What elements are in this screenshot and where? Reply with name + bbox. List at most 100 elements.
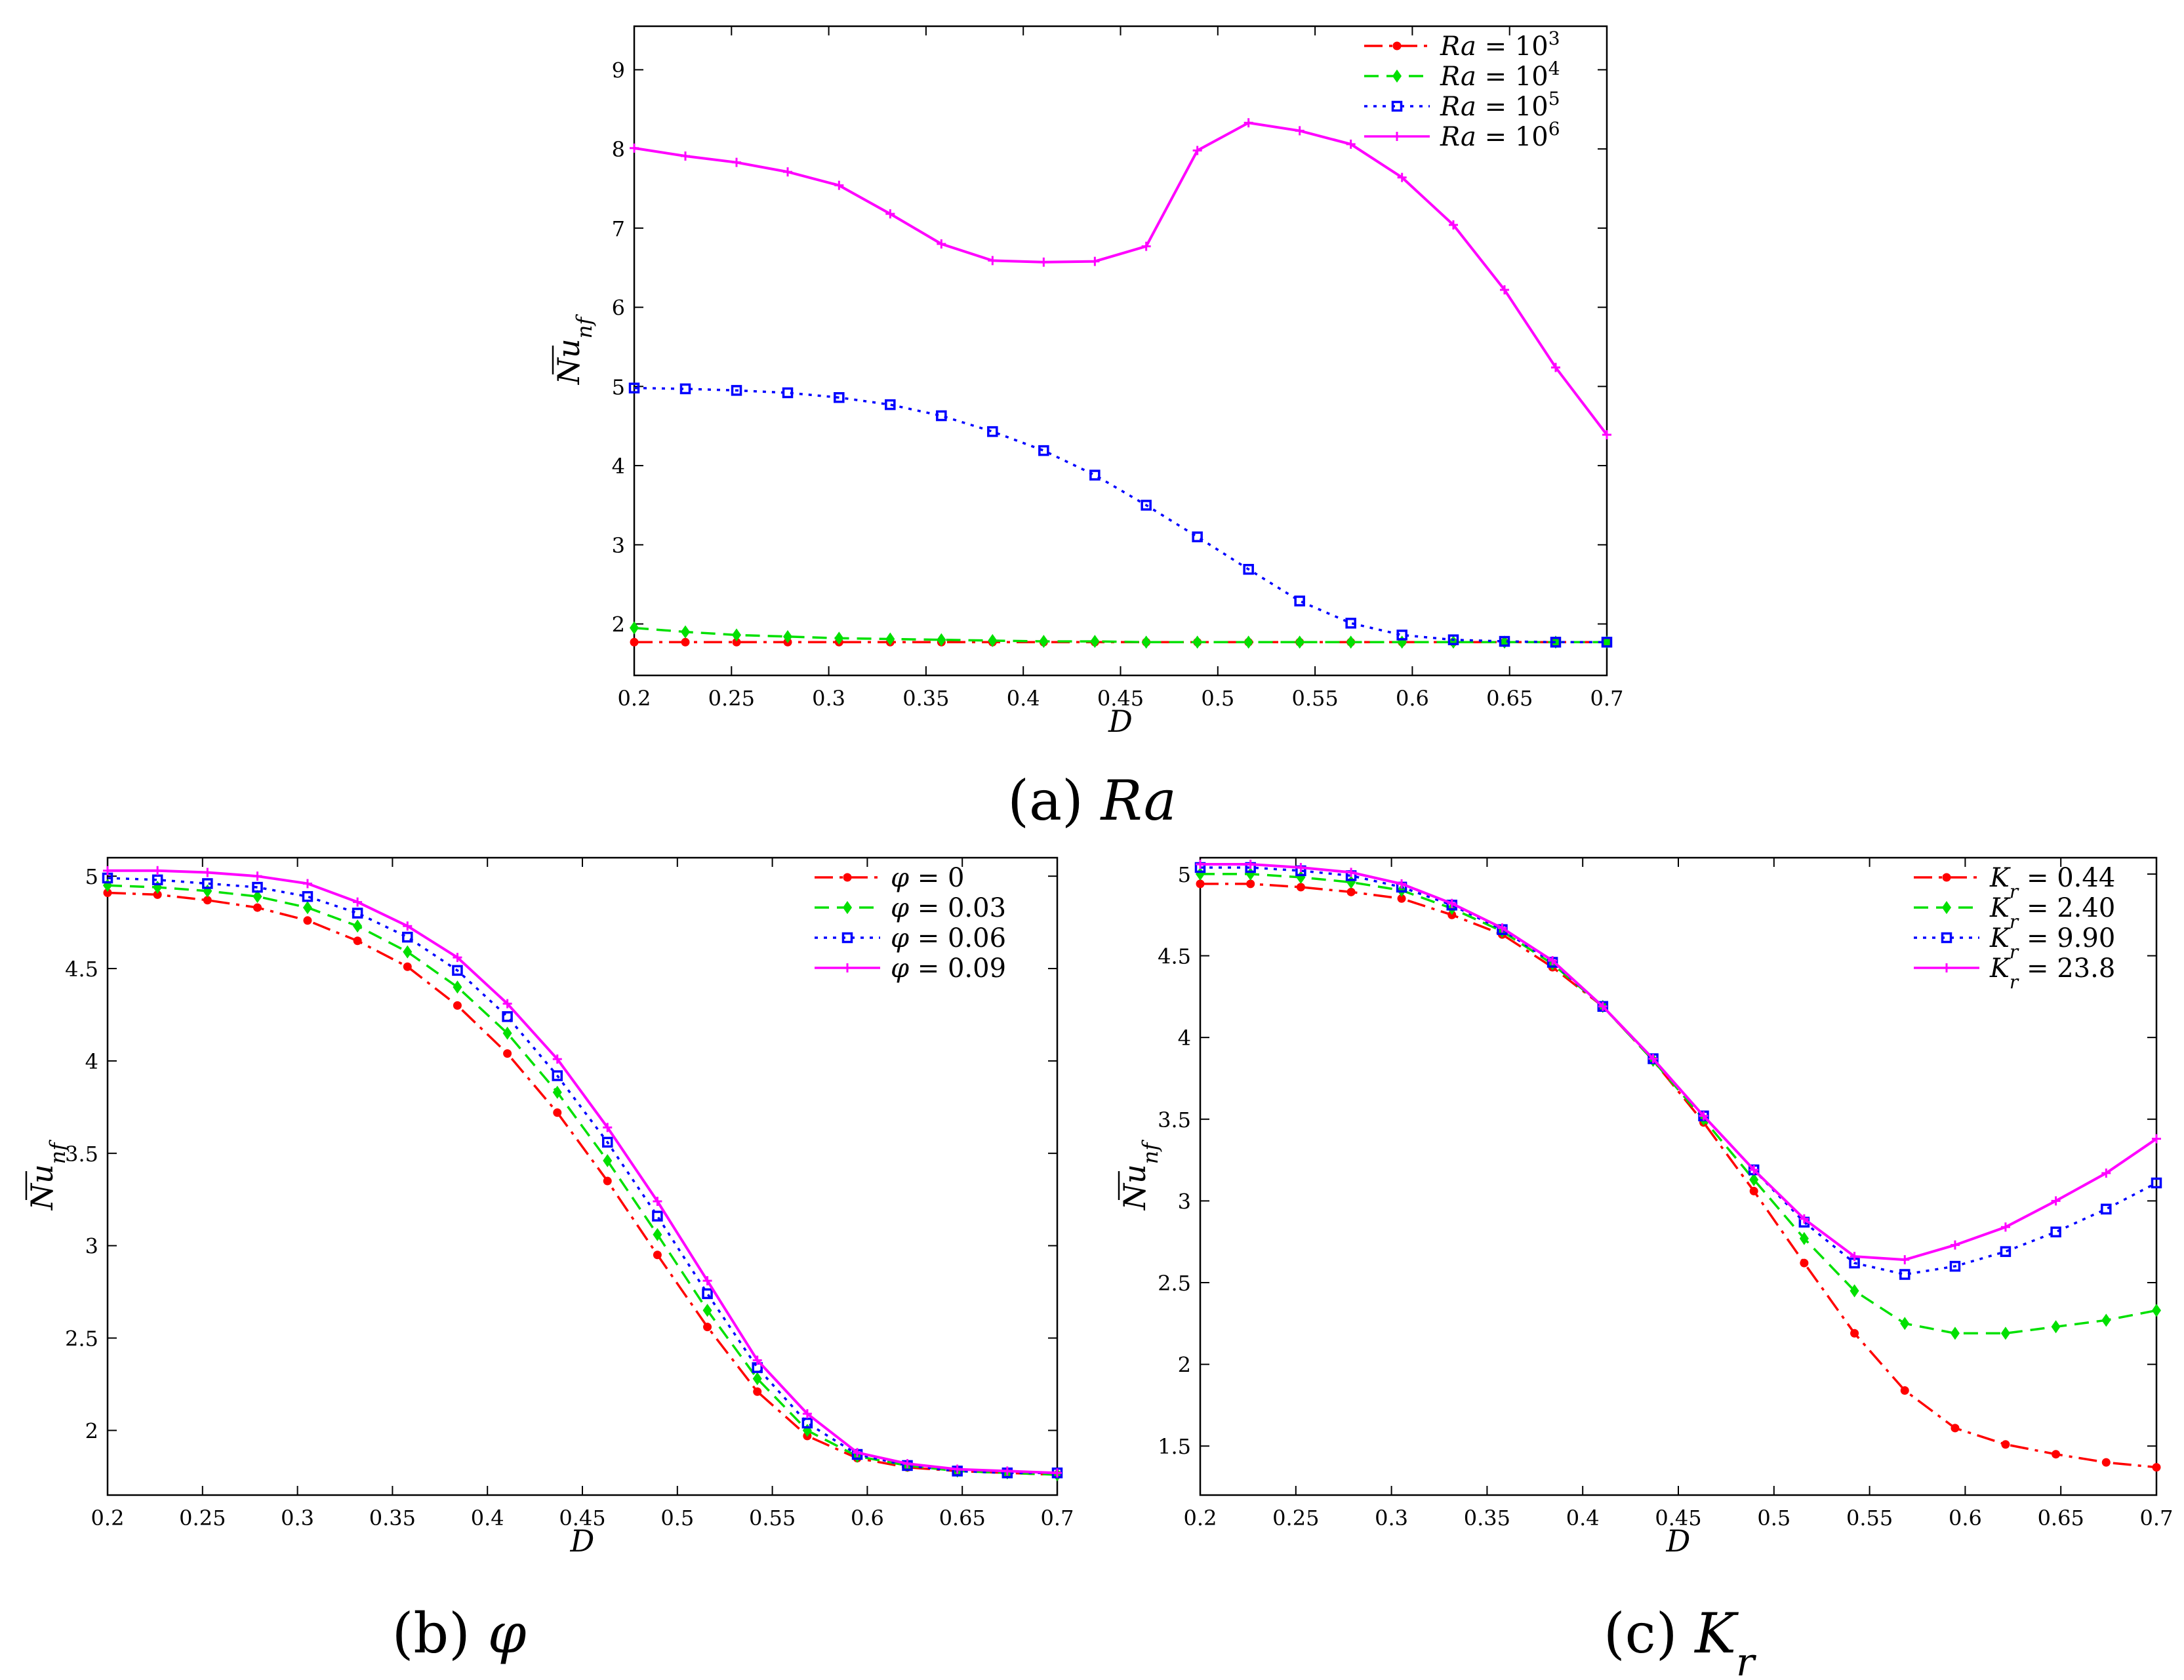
marker-square bbox=[452, 965, 463, 976]
marker-dot bbox=[2152, 1463, 2161, 1472]
marker-diamond bbox=[1850, 1284, 1859, 1298]
x-tick-label: 0.7 bbox=[1590, 686, 1624, 711]
marker-plus bbox=[1392, 132, 1402, 141]
marker-diamond bbox=[783, 630, 793, 643]
marker-dot bbox=[653, 1250, 662, 1260]
y-tick-label: 2.5 bbox=[65, 1327, 98, 1351]
y-tick-label: 4 bbox=[612, 454, 625, 479]
x-tick-label: 0.55 bbox=[1291, 686, 1338, 711]
marker-plus bbox=[353, 897, 363, 907]
marker-square bbox=[2101, 1203, 2112, 1215]
marker-diamond bbox=[2000, 1327, 2010, 1340]
marker-diamond bbox=[702, 1304, 712, 1317]
marker-plus bbox=[1196, 859, 1205, 869]
marker-square bbox=[1447, 634, 1459, 645]
marker-plus bbox=[1499, 285, 1509, 295]
marker-diamond bbox=[752, 1372, 762, 1386]
marker-plus bbox=[783, 167, 793, 177]
marker-dot bbox=[1397, 894, 1406, 903]
marker-dot bbox=[2052, 1450, 2061, 1459]
marker-square bbox=[2050, 1226, 2061, 1237]
y-tick-label: 3 bbox=[85, 1234, 98, 1259]
marker-plus bbox=[1141, 241, 1151, 251]
marker-square bbox=[1243, 563, 1254, 575]
x-axis-label: D bbox=[1666, 1523, 1691, 1559]
marker-plus bbox=[653, 1197, 662, 1207]
y-tick-label: 6 bbox=[612, 296, 625, 321]
marker-square bbox=[152, 874, 163, 886]
marker-plus bbox=[1039, 257, 1049, 267]
marker-diamond bbox=[1141, 635, 1151, 649]
legend-entry: Kr = 2.40 bbox=[1989, 893, 2115, 932]
marker-plus bbox=[1397, 879, 1407, 889]
marker-square bbox=[352, 908, 363, 919]
legend-entry: φ = 0.03 bbox=[891, 893, 1006, 923]
marker-dot bbox=[1800, 1258, 1809, 1268]
y-tick-label: 4 bbox=[1178, 1026, 1191, 1050]
marker-square bbox=[702, 1288, 713, 1300]
marker-square bbox=[2151, 1177, 2162, 1189]
marker-dot bbox=[153, 890, 162, 899]
marker-plus bbox=[988, 256, 998, 266]
y-axis-label: Nunf bbox=[24, 1140, 70, 1211]
chart-panel-3: 0.2 0.25 0.3 0.35 0.4 0.45 0.5 0.55 0.6 0.65 0.7 1.… bbox=[1117, 856, 2173, 1680]
marker-square bbox=[252, 881, 263, 893]
y-tick-label: 5 bbox=[612, 374, 625, 399]
marker-diamond bbox=[937, 633, 946, 647]
marker-plus bbox=[1942, 963, 1951, 972]
marker-plus bbox=[403, 921, 413, 931]
series-2 bbox=[1196, 867, 2161, 1340]
x-tick-label: 0.5 bbox=[1757, 1506, 1790, 1530]
x-tick-label: 0.7 bbox=[1041, 1506, 1074, 1530]
legend-entry: φ = 0.09 bbox=[891, 953, 1006, 984]
y-tick-label: 8 bbox=[612, 137, 625, 162]
series-line bbox=[1200, 873, 2157, 1335]
marker-plus bbox=[1245, 859, 1255, 869]
marker-dot bbox=[253, 903, 262, 912]
y-tick-label: 1.5 bbox=[1158, 1434, 1191, 1459]
marker-dot bbox=[203, 896, 212, 905]
marker-diamond bbox=[988, 633, 998, 647]
y-tick-label: 5 bbox=[85, 864, 98, 889]
x-tick-label: 0.55 bbox=[749, 1506, 796, 1530]
marker-diamond bbox=[552, 1085, 562, 1099]
marker-plus bbox=[1244, 118, 1253, 128]
x-tick-label: 0.2 bbox=[1184, 1506, 1217, 1530]
series-4 bbox=[103, 866, 1062, 1478]
marker-square bbox=[1038, 445, 1049, 456]
marker-dot bbox=[353, 936, 362, 946]
x-tick-label: 0.55 bbox=[1846, 1506, 1893, 1530]
marker-diamond bbox=[1392, 70, 1402, 83]
series-line bbox=[108, 869, 1058, 1475]
x-tick-label: 0.25 bbox=[179, 1506, 226, 1530]
marker-plus bbox=[681, 151, 691, 161]
marker-plus bbox=[1799, 1214, 1809, 1224]
x-tick-label: 0.3 bbox=[812, 686, 845, 711]
x-tick-label: 0.6 bbox=[1396, 686, 1429, 711]
marker-diamond bbox=[453, 980, 462, 994]
marker-plus bbox=[253, 871, 262, 881]
marker-dot bbox=[303, 916, 312, 925]
marker-plus bbox=[853, 1448, 862, 1458]
marker-plus bbox=[702, 1276, 712, 1286]
marker-plus bbox=[2152, 1134, 2161, 1144]
marker-diamond bbox=[1192, 635, 1202, 649]
marker-square bbox=[552, 1070, 563, 1081]
panel-caption: (c) Kr bbox=[1604, 1601, 1756, 1680]
marker-diamond bbox=[681, 625, 691, 639]
marker-plus bbox=[937, 239, 946, 249]
marker-plus bbox=[732, 157, 742, 167]
marker-dot bbox=[1346, 887, 1356, 896]
marker-plus bbox=[752, 1355, 762, 1365]
marker-plus bbox=[1497, 923, 1507, 933]
x-tick-label: 0.4 bbox=[1007, 686, 1040, 711]
marker-diamond bbox=[502, 1026, 512, 1040]
y-tick-label: 2 bbox=[1178, 1353, 1191, 1378]
marker-plus bbox=[952, 1464, 962, 1474]
marker-plus bbox=[203, 868, 212, 877]
y-tick-label: 3.5 bbox=[65, 1142, 98, 1167]
marker-diamond bbox=[2152, 1304, 2161, 1317]
x-tick-label: 0.25 bbox=[708, 686, 755, 711]
